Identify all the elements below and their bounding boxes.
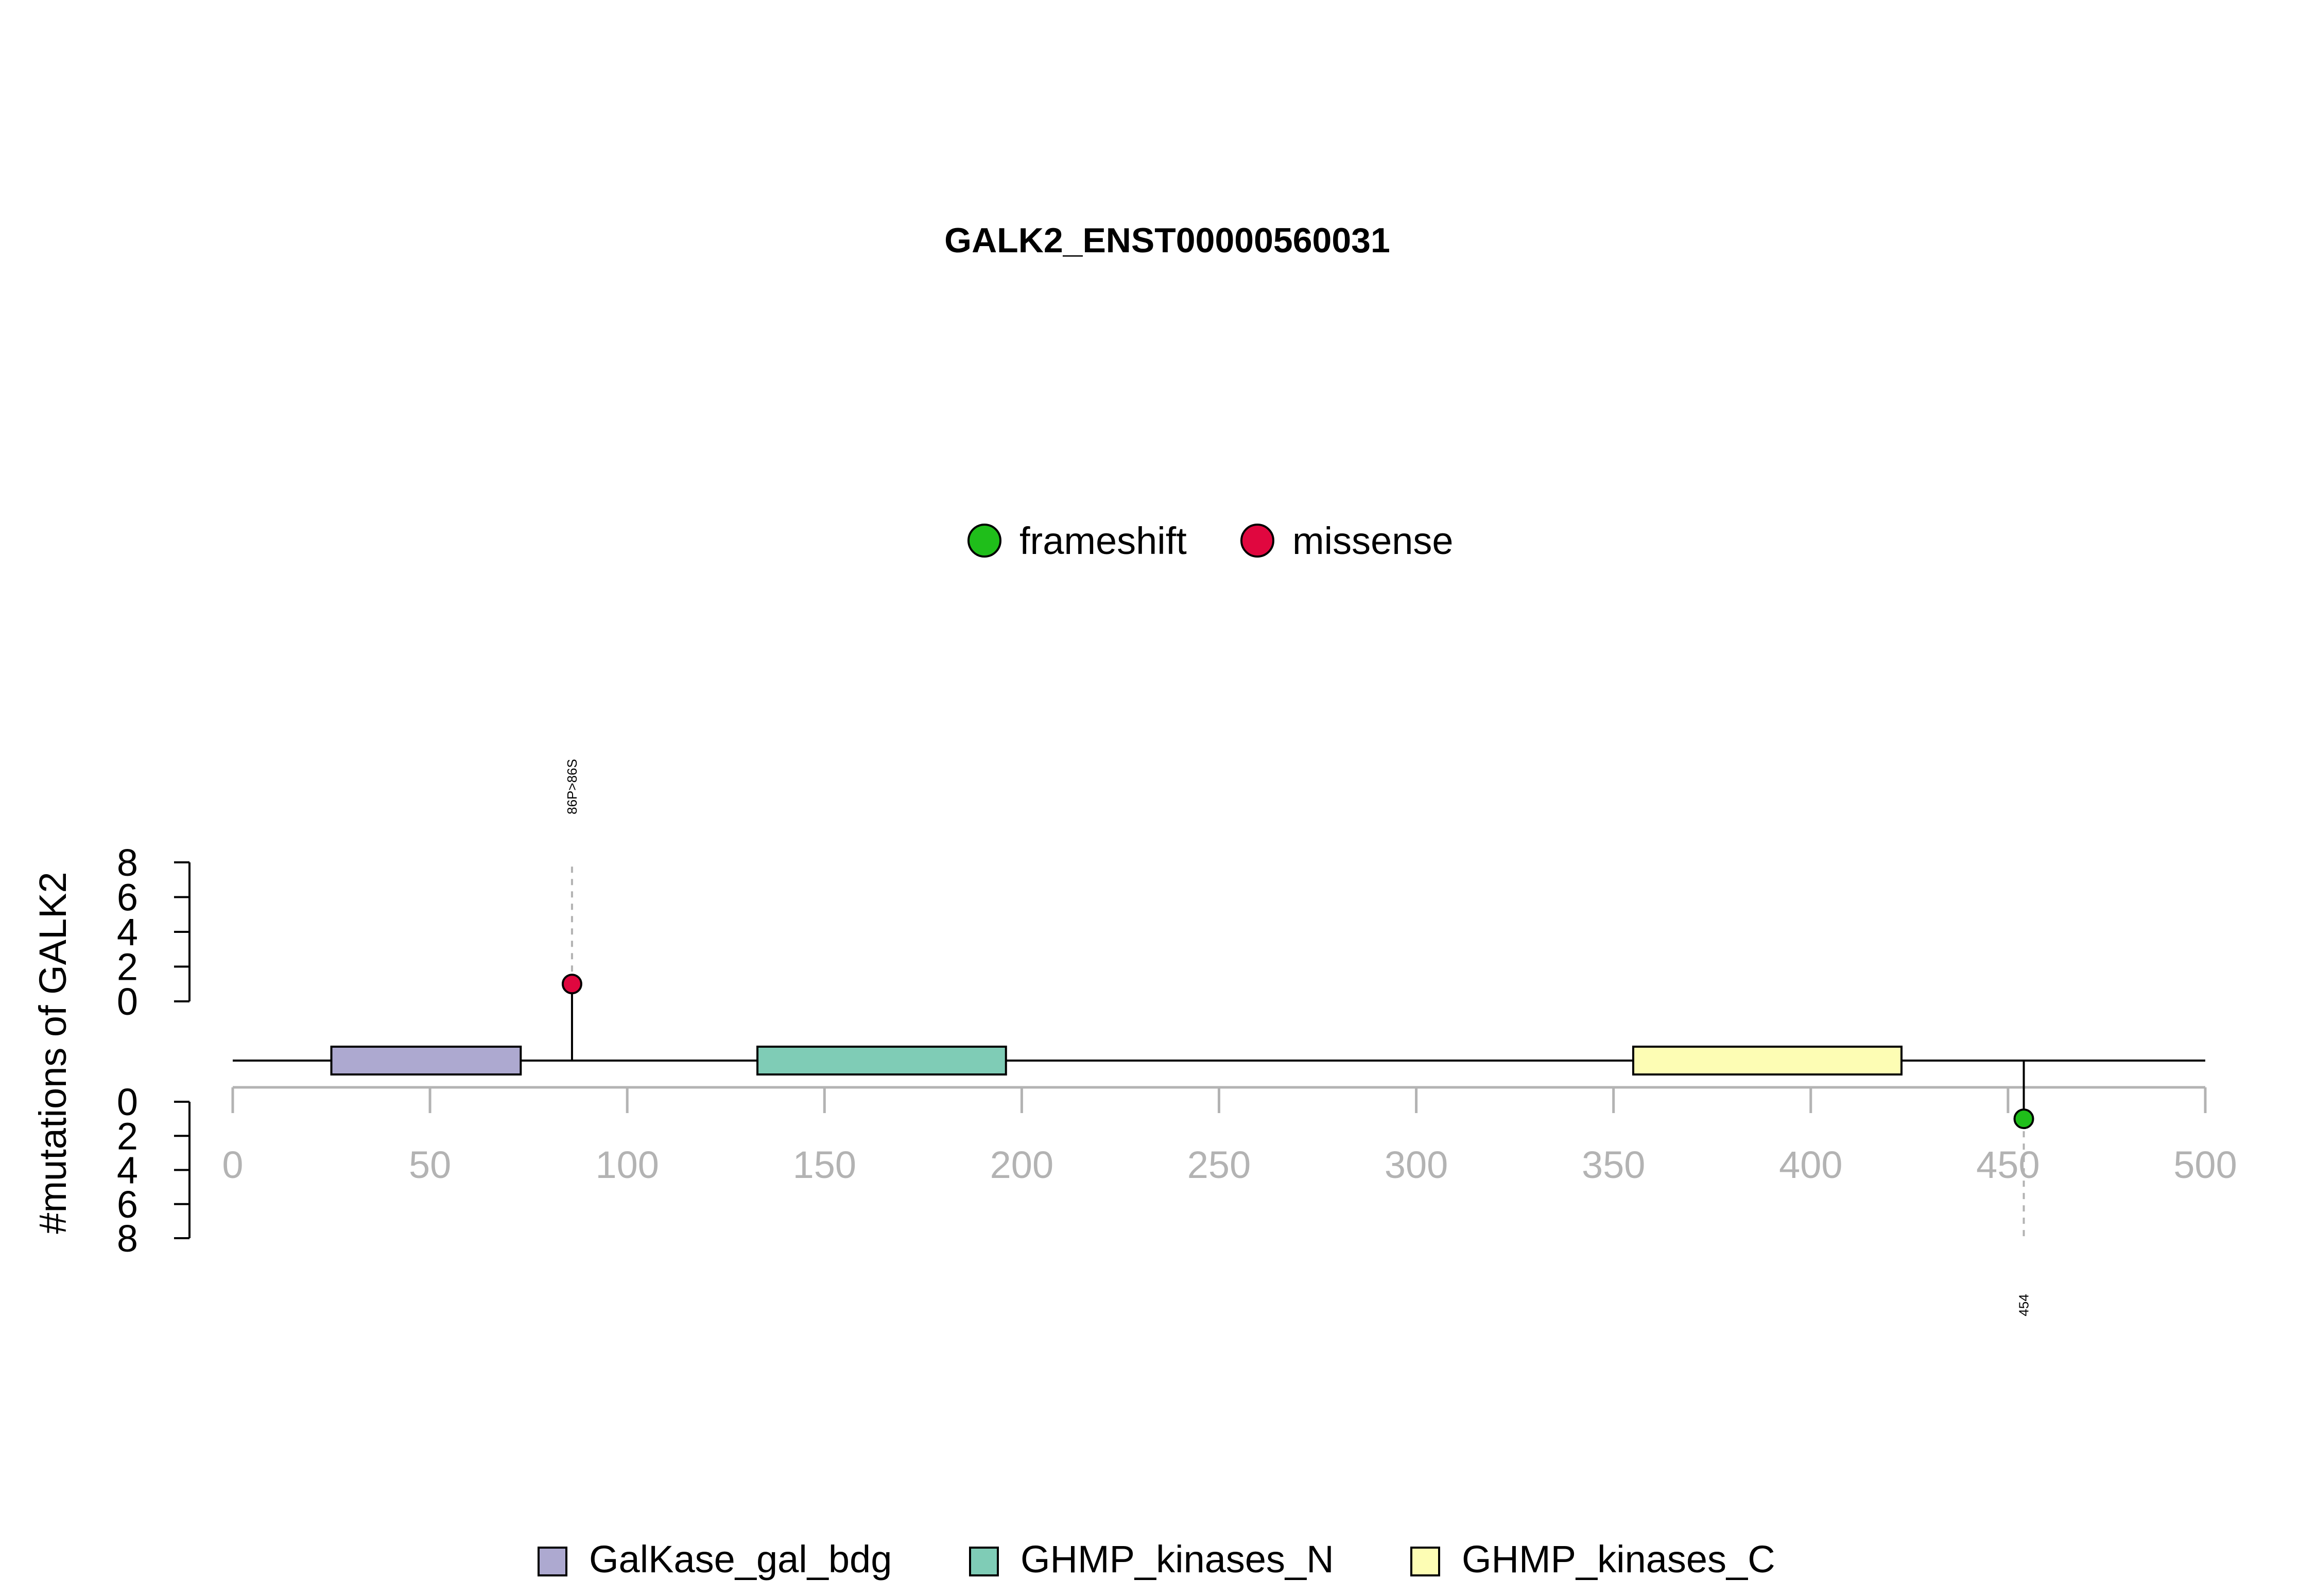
legend-item-missense: missense <box>1240 519 1454 562</box>
x-tick-label-450: 450 <box>1976 1143 2039 1186</box>
domain-legend-label-GHMP_kinases_N: GHMP_kinases_N <box>1021 1538 1334 1581</box>
mutation-point-86 <box>561 974 582 995</box>
legend-label-missense: missense <box>1292 519 1454 562</box>
bottom-y-tick-label-2: 2 <box>117 1115 138 1157</box>
legend-item-frameshift: frameshift <box>967 519 1187 562</box>
x-tick-label-50: 50 <box>409 1143 451 1186</box>
chart-title: GALK2_ENST00000560031 <box>944 221 1390 260</box>
x-tick-label-500: 500 <box>2173 1143 2237 1186</box>
x-tick-label-100: 100 <box>595 1143 659 1186</box>
top-y-tick-label-8: 8 <box>117 841 138 884</box>
bottom-y-tick-label-0: 0 <box>117 1081 138 1123</box>
bottom-y-tick-label-8: 8 <box>117 1217 138 1260</box>
top-y-tick-label-2: 2 <box>117 946 138 988</box>
bottom-y-tick-label-6: 6 <box>117 1183 138 1226</box>
legend-marker-frameshift <box>967 524 1001 558</box>
x-axis: 0 50 100 150 200 250 300 350 400 450 500 <box>222 1086 2237 1186</box>
domain-GHMP_kinases_N <box>756 1046 1007 1075</box>
domain-legend-item-GalKase_gal_bdg: GalKase_gal_bdg <box>538 1538 892 1581</box>
bottom-y-tick-label-4: 4 <box>117 1149 138 1192</box>
top-y-tick-label-4: 4 <box>117 911 138 953</box>
domain-GalKase_gal_bdg <box>330 1046 522 1075</box>
legend-label-frameshift: frameshift <box>1019 519 1187 562</box>
x-tick-label-250: 250 <box>1187 1143 1251 1186</box>
x-tick-label-200: 200 <box>990 1143 1053 1186</box>
x-tick-label-150: 150 <box>793 1143 856 1186</box>
y-axis-label: #mutations of GALK2 <box>31 872 74 1234</box>
legend-marker-missense <box>1240 524 1274 558</box>
domain-GHMP_kinases_C <box>1632 1046 1903 1075</box>
mutation-label-454: 454 <box>2016 1294 2032 1316</box>
mutation-lollipops: 86P>86S 454 <box>561 759 2034 1316</box>
top-y-tick-label-0: 0 <box>117 980 138 1023</box>
domain-legend-label-GalKase_gal_bdg: GalKase_gal_bdg <box>589 1538 892 1581</box>
x-tick-label-0: 0 <box>222 1143 243 1186</box>
x-tick-label-400: 400 <box>1779 1143 1842 1186</box>
domain-legend-label-GHMP_kinases_C: GHMP_kinases_C <box>1462 1538 1775 1581</box>
domain-legend: GalKase_gal_bdg GHMP_kinases_N GHMP_kinase… <box>538 1538 1775 1581</box>
x-tick-label-350: 350 <box>1582 1143 1645 1186</box>
domain-legend-item-GHMP_kinases_C: GHMP_kinases_C <box>1410 1538 1775 1581</box>
mutation-bottom-454: 454 <box>2013 1061 2034 1316</box>
domain-legend-swatch-GalKase_gal_bdg <box>538 1547 567 1576</box>
mutation-legend: frameshift missense <box>967 519 1454 562</box>
mutation-top-86: 86P>86S <box>561 759 582 1061</box>
mutation-label-86: 86P>86S <box>564 759 580 814</box>
top-y-tick-label-6: 6 <box>117 876 138 919</box>
domain-legend-item-GHMP_kinases_N: GHMP_kinases_N <box>969 1538 1334 1581</box>
x-tick-label-300: 300 <box>1385 1143 1448 1186</box>
domain-legend-swatch-GHMP_kinases_N <box>969 1547 999 1576</box>
domain-legend-swatch-GHMP_kinases_C <box>1410 1547 1440 1576</box>
mutation-point-454 <box>2013 1108 2034 1130</box>
domain-boxes <box>330 1046 1903 1075</box>
